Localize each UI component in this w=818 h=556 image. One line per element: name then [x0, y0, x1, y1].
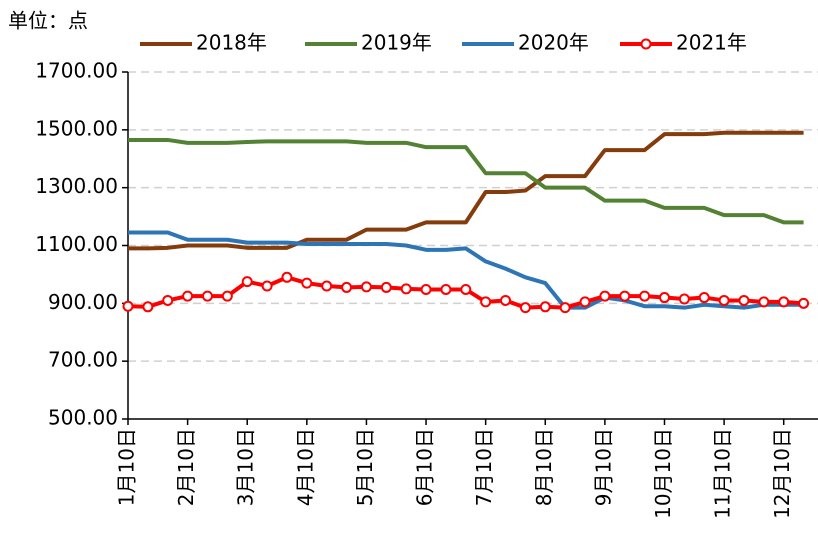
marker: [162, 294, 174, 306]
y-tick-label: 700.00: [48, 348, 118, 372]
y-tick-label: 900.00: [48, 290, 118, 314]
marker: [420, 283, 432, 295]
marker: [301, 277, 313, 289]
y-tick-label: 1500.00: [35, 116, 118, 140]
legend-label: 2019年: [361, 31, 432, 55]
marker: [658, 292, 670, 304]
x-tick-label: 6月10日: [413, 428, 437, 506]
marker: [519, 302, 531, 314]
marker: [559, 302, 571, 314]
x-tick-label: 2月10日: [174, 428, 198, 506]
marker: [758, 296, 770, 308]
marker: [798, 297, 810, 309]
marker: [182, 290, 194, 302]
legend-label: 2018年: [196, 31, 267, 55]
marker: [619, 290, 631, 302]
series-line: [128, 130, 804, 251]
x-tick-label: 3月10日: [234, 428, 258, 506]
x-tick-label: 10月10日: [651, 428, 675, 519]
legend-label: 2021年: [676, 31, 747, 55]
marker: [341, 281, 353, 293]
marker: [440, 283, 452, 295]
marker: [639, 290, 651, 302]
marker: [201, 290, 213, 302]
marker: [539, 301, 551, 313]
marker: [142, 301, 154, 313]
y-tick-label: 1300.00: [35, 174, 118, 198]
x-tick-label: 12月10日: [770, 428, 794, 519]
marker: [281, 271, 293, 283]
x-tick-label: 7月10日: [472, 428, 496, 506]
marker: [460, 283, 472, 295]
x-tick-label: 4月10日: [293, 428, 317, 506]
marker: [360, 281, 372, 293]
marker: [500, 294, 512, 306]
legend-marker: [640, 38, 652, 50]
marker: [221, 290, 233, 302]
x-tick-label: 8月10日: [532, 428, 556, 506]
y-tick-label: 1700.00: [35, 59, 118, 83]
marker: [122, 300, 134, 312]
y-tick-label: 1100.00: [35, 232, 118, 256]
y-tick-label: 500.00: [48, 406, 118, 430]
marker: [599, 290, 611, 302]
x-tick-label: 1月10日: [115, 428, 139, 506]
marker: [778, 296, 790, 308]
marker: [380, 281, 392, 293]
marker: [738, 294, 750, 306]
x-tick-label: 5月10日: [353, 428, 377, 506]
series-line: [128, 137, 804, 225]
marker: [480, 296, 492, 308]
x-tick-label: 9月10日: [591, 428, 615, 506]
unit-label: 单位：点: [8, 9, 88, 33]
marker: [698, 292, 710, 304]
legend-label: 2020年: [518, 31, 589, 55]
marker: [678, 293, 690, 305]
marker: [718, 294, 730, 306]
marker: [400, 283, 412, 295]
marker: [321, 280, 333, 292]
marker: [261, 280, 273, 292]
series-line: [128, 230, 804, 310]
marker: [241, 276, 253, 288]
marker: [579, 296, 591, 308]
x-tick-label: 11月10日: [711, 428, 735, 519]
